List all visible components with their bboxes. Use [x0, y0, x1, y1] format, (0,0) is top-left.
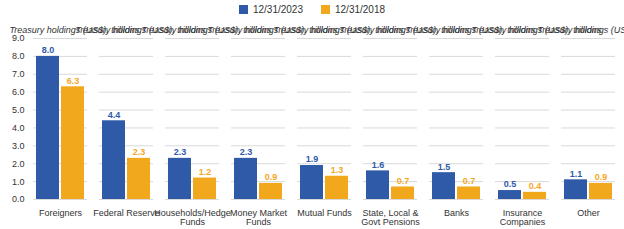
- svg-text:0.7: 0.7: [463, 176, 476, 186]
- svg-text:Households/HedgeFunds: Households/HedgeFunds: [154, 208, 231, 228]
- svg-text:Foreigners: Foreigners: [39, 208, 83, 218]
- svg-text:Money MarketFunds: Money MarketFunds: [230, 208, 288, 228]
- svg-text:4.0: 4.0: [12, 123, 25, 133]
- svg-text:1.0: 1.0: [12, 176, 25, 186]
- svg-text:Other: Other: [577, 208, 600, 218]
- svg-text:7.0: 7.0: [12, 69, 25, 79]
- svg-text:6.0: 6.0: [12, 87, 25, 97]
- svg-text:8.0: 8.0: [42, 45, 55, 55]
- svg-text:2.0: 2.0: [12, 159, 25, 169]
- svg-text:9.0: 9.0: [12, 33, 25, 44]
- svg-text:1.1: 1.1: [570, 169, 583, 179]
- svg-text:0.9: 0.9: [265, 172, 278, 182]
- svg-text:3.0: 3.0: [12, 141, 25, 151]
- svg-text:1.2: 1.2: [199, 167, 212, 177]
- svg-text:1.6: 1.6: [372, 160, 385, 170]
- svg-text:6.3: 6.3: [67, 76, 80, 86]
- svg-text:4.4: 4.4: [108, 110, 121, 120]
- svg-text:2.3: 2.3: [240, 147, 253, 157]
- svg-text:2.3: 2.3: [174, 147, 187, 157]
- html-text:12/31/2018: 12/31/2018: [335, 3, 386, 15]
- svg-text:1.3: 1.3: [331, 165, 344, 175]
- svg-text:Mutual Funds: Mutual Funds: [297, 208, 352, 218]
- svg-text:Treasury holdings (US$), trill: Treasury holdings (US$), trillions: [538, 25, 624, 35]
- svg-text:InsuranceCompanies: InsuranceCompanies: [500, 208, 546, 228]
- svg-text:Federal Reserve: Federal Reserve: [93, 208, 160, 218]
- svg-text:0.7: 0.7: [397, 176, 410, 186]
- svg-text:Banks: Banks: [444, 208, 470, 218]
- svg-text:1.5: 1.5: [438, 162, 451, 172]
- svg-text:2.3: 2.3: [133, 147, 146, 157]
- html-text:12/31/2023: 12/31/2023: [252, 3, 303, 15]
- svg-text:1.9: 1.9: [306, 154, 319, 164]
- svg-text:0.0: 0.0: [12, 194, 25, 204]
- svg-text:8.0: 8.0: [12, 51, 25, 61]
- svg-text:5.0: 5.0: [12, 105, 25, 115]
- svg-text:0.9: 0.9: [595, 172, 608, 182]
- svg-text:0.5: 0.5: [504, 179, 517, 189]
- svg-text:0.4: 0.4: [529, 181, 542, 191]
- svg-text:State, Local &Govt Pensions: State, Local &Govt Pensions: [361, 208, 420, 228]
